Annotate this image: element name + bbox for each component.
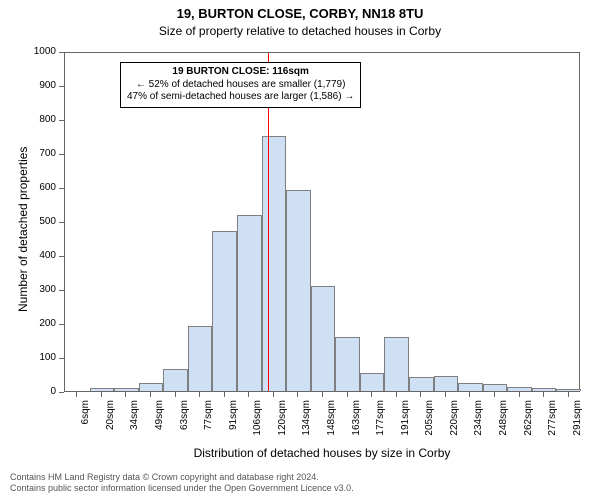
- x-tick: [568, 392, 569, 397]
- x-tick-label: 205sqm: [424, 400, 435, 440]
- chart-title: 19, BURTON CLOSE, CORBY, NN18 8TU: [0, 6, 600, 22]
- x-tick: [175, 392, 176, 397]
- histogram-bar: [532, 388, 557, 391]
- y-tick-label: 400: [24, 250, 56, 261]
- y-tick: [59, 392, 64, 393]
- y-tick-label: 700: [24, 148, 56, 159]
- histogram-bar: [139, 383, 164, 392]
- histogram-bar: [507, 387, 532, 391]
- x-tick-label: 177sqm: [375, 400, 386, 440]
- chart-subtitle: Size of property relative to detached ho…: [0, 24, 600, 38]
- y-tick-label: 200: [24, 318, 56, 329]
- y-tick: [59, 86, 64, 87]
- x-tick: [445, 392, 446, 397]
- x-tick-label: 262sqm: [523, 400, 534, 440]
- histogram-bar: [556, 389, 581, 391]
- x-tick-label: 20sqm: [105, 400, 116, 440]
- x-tick-label: 63sqm: [179, 400, 190, 440]
- y-tick-label: 600: [24, 182, 56, 193]
- y-tick: [59, 256, 64, 257]
- footer-attribution: Contains HM Land Registry data © Crown c…: [10, 472, 354, 495]
- y-tick-label: 800: [24, 114, 56, 125]
- x-tick-label: 91sqm: [228, 400, 239, 440]
- y-tick: [59, 52, 64, 53]
- histogram-bar: [483, 384, 508, 391]
- y-tick: [59, 324, 64, 325]
- x-tick: [322, 392, 323, 397]
- x-tick: [199, 392, 200, 397]
- histogram-bar: [114, 388, 139, 391]
- x-tick-label: 191sqm: [400, 400, 411, 440]
- x-tick: [420, 392, 421, 397]
- x-tick-label: 49sqm: [154, 400, 165, 440]
- x-tick-label: 120sqm: [277, 400, 288, 440]
- x-tick-label: 148sqm: [326, 400, 337, 440]
- x-axis-label: Distribution of detached houses by size …: [64, 446, 580, 460]
- annotation-box: 19 BURTON CLOSE: 116sqm← 52% of detached…: [120, 62, 361, 108]
- histogram-bar: [360, 373, 385, 391]
- y-tick-label: 900: [24, 80, 56, 91]
- x-tick: [519, 392, 520, 397]
- x-tick-label: 134sqm: [301, 400, 312, 440]
- x-tick-label: 220sqm: [449, 400, 460, 440]
- x-tick: [248, 392, 249, 397]
- x-tick: [371, 392, 372, 397]
- x-tick-label: 234sqm: [473, 400, 484, 440]
- histogram-bar: [458, 383, 483, 392]
- y-tick: [59, 188, 64, 189]
- chart-container: 19, BURTON CLOSE, CORBY, NN18 8TU Size o…: [0, 0, 600, 500]
- x-tick-label: 163sqm: [351, 400, 362, 440]
- x-tick: [101, 392, 102, 397]
- annotation-line-2: ← 52% of detached houses are smaller (1,…: [127, 79, 354, 92]
- x-tick: [273, 392, 274, 397]
- x-tick-label: 248sqm: [498, 400, 509, 440]
- x-tick-label: 34sqm: [129, 400, 140, 440]
- x-tick: [469, 392, 470, 397]
- histogram-bar: [237, 215, 262, 391]
- histogram-bar: [212, 231, 237, 391]
- x-tick-label: 106sqm: [252, 400, 263, 440]
- x-tick: [396, 392, 397, 397]
- x-tick: [347, 392, 348, 397]
- histogram-bar: [286, 190, 311, 391]
- histogram-bar: [409, 377, 434, 391]
- y-tick-label: 300: [24, 284, 56, 295]
- y-tick: [59, 290, 64, 291]
- histogram-bar: [163, 369, 188, 391]
- y-tick-label: 0: [24, 386, 56, 397]
- x-tick: [150, 392, 151, 397]
- x-tick-label: 291sqm: [572, 400, 583, 440]
- y-tick-label: 500: [24, 216, 56, 227]
- histogram-bar: [90, 388, 115, 391]
- x-tick: [543, 392, 544, 397]
- y-tick-label: 1000: [24, 46, 56, 57]
- annotation-title: 19 BURTON CLOSE: 116sqm: [127, 66, 354, 79]
- x-tick: [224, 392, 225, 397]
- y-tick: [59, 358, 64, 359]
- x-tick: [125, 392, 126, 397]
- x-tick: [297, 392, 298, 397]
- x-tick-label: 277sqm: [547, 400, 558, 440]
- x-tick-label: 77sqm: [203, 400, 214, 440]
- y-tick: [59, 120, 64, 121]
- histogram-bar: [434, 376, 459, 391]
- x-tick: [494, 392, 495, 397]
- x-tick-label: 6sqm: [80, 400, 91, 440]
- histogram-bar: [384, 337, 409, 391]
- x-tick: [76, 392, 77, 397]
- histogram-bar: [311, 286, 336, 391]
- y-tick-label: 100: [24, 352, 56, 363]
- y-tick: [59, 222, 64, 223]
- footer-line-2: Contains public sector information licen…: [10, 483, 354, 494]
- histogram-bar: [188, 326, 213, 391]
- histogram-bar: [335, 337, 360, 391]
- footer-line-1: Contains HM Land Registry data © Crown c…: [10, 472, 354, 483]
- y-tick: [59, 154, 64, 155]
- histogram-bar: [262, 136, 287, 391]
- annotation-line-3: 47% of semi-detached houses are larger (…: [127, 91, 354, 104]
